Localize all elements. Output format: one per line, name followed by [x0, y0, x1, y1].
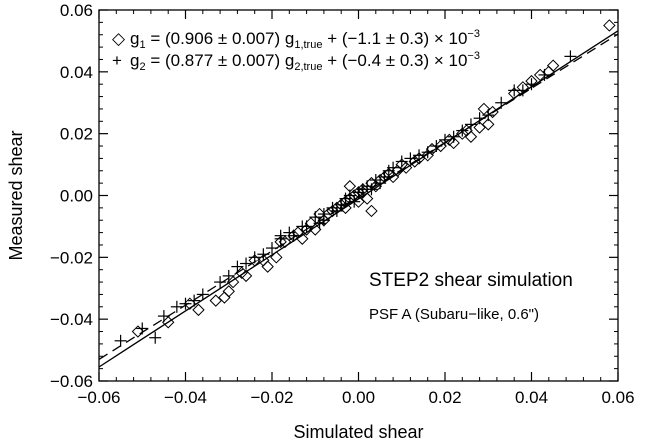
annotation-subtitle: PSF A (Subaru−like, 0.6") [369, 306, 539, 323]
x-tick-label: −0.02 [250, 388, 293, 407]
data-point-g1 [274, 235, 287, 249]
x-tick-label: −0.06 [77, 388, 120, 407]
data-point-g1 [322, 207, 335, 221]
data-point-g2 [214, 276, 227, 289]
data-point-g2 [274, 229, 287, 242]
data-point-g1 [226, 275, 240, 289]
legend-g1-prefix: g [130, 29, 139, 48]
data-point-g1 [456, 127, 469, 140]
data-point-g2 [374, 177, 387, 190]
data-point-g1 [603, 19, 616, 32]
data-point-g2 [114, 334, 127, 347]
data-point-g2 [149, 331, 162, 344]
data-point-g2 [387, 161, 400, 174]
data-point-g1 [482, 118, 495, 131]
legend-g1-sub2: 1,true [294, 39, 322, 51]
data-point-g2 [309, 211, 322, 224]
x-tick-label: 0.02 [428, 388, 461, 407]
data-point-g2 [287, 229, 300, 242]
data-point-g1 [447, 136, 460, 150]
y-tick-label: −0.06 [50, 372, 93, 391]
data-point-g1 [391, 164, 404, 177]
legend-g2-tail: + (−0.4 ± 0.3) × 10 [322, 51, 467, 70]
data-point-g2 [179, 297, 192, 310]
axis-ticks [98, 9, 619, 382]
data-point-g1 [339, 201, 352, 215]
y-axis-label: Measured shear [6, 130, 26, 260]
y-tick-label: 0.00 [60, 187, 93, 206]
data-point-g2 [231, 260, 244, 273]
data-point-g2 [564, 50, 577, 63]
data-point-g1 [425, 142, 439, 156]
y-tick-label: 0.04 [60, 63, 93, 82]
data-point-g1 [352, 195, 365, 208]
y-tick-label: −0.04 [50, 310, 93, 329]
legend-g2-sup: −3 [467, 50, 480, 62]
legend-entry-g2: + g2 = (0.877 ± 0.007) g2,true + (−0.4 ±… [112, 50, 480, 73]
legend-g2-mid: = (0.877 ± 0.007) g [146, 51, 295, 70]
data-point-g1 [546, 59, 560, 72]
fit-line-g2 [99, 33, 618, 360]
x-tick-label: −0.04 [164, 388, 207, 407]
y-tick-label: 0.02 [60, 125, 93, 144]
data-point-g1 [261, 260, 274, 273]
legend: ◇ g1 = (0.906 ± 0.007) g1,true + (−1.1 ±… [112, 28, 480, 73]
x-tick-label: 0.04 [515, 388, 548, 407]
data-point-g1 [477, 102, 491, 116]
data-point-g1 [473, 121, 486, 134]
x-axis-label: Simulated shear [293, 422, 423, 442]
legend-entry-g1: ◇ g1 = (0.906 ± 0.007) g1,true + (−1.1 ±… [112, 28, 480, 51]
legend-marker-diamond: ◇ [112, 29, 126, 48]
data-point-g1 [464, 130, 478, 143]
data-point-g1 [309, 223, 322, 236]
data-point-g1 [192, 303, 205, 317]
x-tick-label: 0.06 [601, 388, 634, 407]
legend-text-g2: g2 = (0.877 ± 0.007) g2,true + (−0.4 ± 0… [130, 50, 480, 73]
data-point-g1 [131, 325, 145, 338]
legend-g2-sub2: 2,true [294, 61, 322, 73]
data-point-g1 [434, 139, 447, 153]
data-point-g1 [209, 294, 222, 307]
data-point-g1 [222, 285, 235, 298]
data-point-g2 [240, 257, 253, 270]
legend-text-g1: g1 = (0.906 ± 0.007) g1,true + (−1.1 ± 0… [130, 28, 480, 51]
data-point-g1 [270, 251, 283, 264]
annotation-title: STEP2 shear simulation [369, 270, 573, 291]
legend-g1-sup: −3 [467, 28, 480, 40]
data-point-g2 [196, 288, 209, 301]
data-point-g2 [456, 124, 469, 137]
data-point-g2 [395, 155, 408, 168]
fit-lines [99, 30, 618, 368]
legend-g2-sub: 2 [139, 61, 145, 73]
legend-marker-plus: + [112, 51, 122, 70]
data-point-g1 [507, 87, 521, 100]
plot-content [114, 19, 616, 347]
legend-g1-tail: + (−1.1 ± 0.3) × 10 [322, 29, 467, 48]
data-point-g1 [533, 68, 547, 82]
legend-g1-mid: = (0.906 ± 0.007) g [146, 29, 295, 48]
data-point-g1 [183, 297, 197, 310]
data-point-g1 [356, 186, 370, 199]
fit-line-g1 [99, 30, 618, 368]
y-tick-label: 0.06 [60, 1, 93, 20]
data-point-g2 [222, 269, 235, 282]
data-point-g2 [343, 189, 356, 202]
data-point-g1 [365, 204, 378, 218]
legend-g2-prefix: g [130, 51, 139, 70]
axis-tick-labels: −0.06 −0.04 −0.02 0.00 0.02 0.04 0.06 −0.06 −0.0… [50, 1, 635, 407]
y-tick-label: −0.02 [50, 248, 93, 267]
data-point-g2 [404, 152, 417, 165]
x-tick-label: 0.00 [342, 388, 375, 407]
data-point-g2 [464, 118, 477, 131]
data-point-g2 [170, 300, 183, 313]
legend-g1-sub: 1 [139, 39, 145, 51]
